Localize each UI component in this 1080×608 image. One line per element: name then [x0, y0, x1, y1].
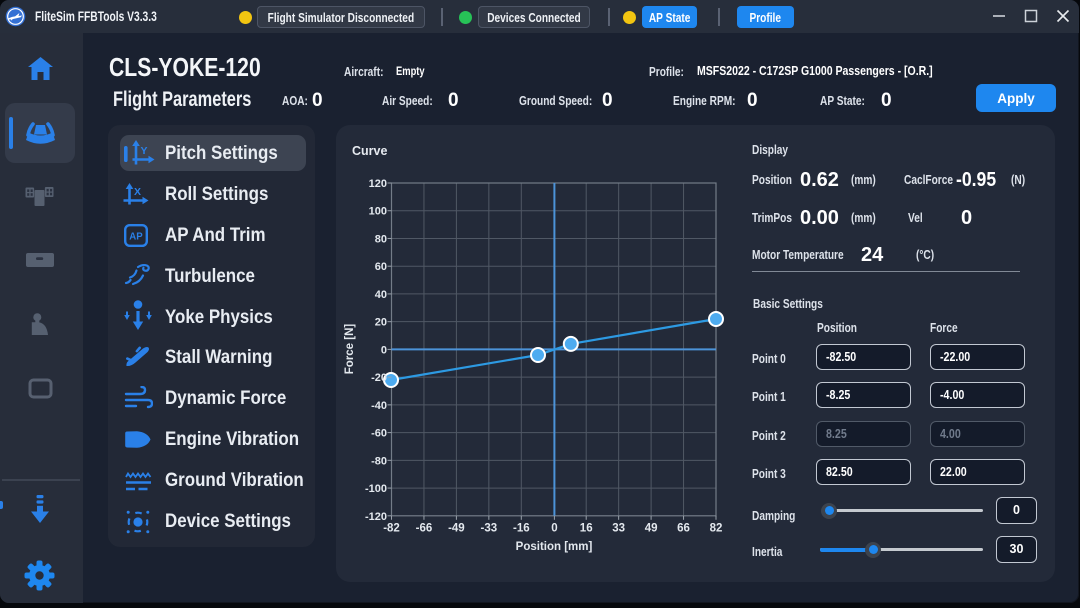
svg-text:Y: Y [141, 145, 148, 157]
svg-text:66: 66 [677, 523, 690, 535]
svg-text:AP: AP [129, 231, 143, 242]
svg-text:80: 80 [375, 234, 387, 246]
svg-text:-49: -49 [448, 523, 465, 535]
svg-text:X: X [134, 186, 141, 198]
svg-text:16: 16 [580, 523, 593, 535]
svg-text:Curve: Curve [352, 144, 387, 158]
svg-text:-120: -120 [365, 511, 387, 523]
svg-text:40: 40 [375, 289, 387, 301]
svg-text:-33: -33 [481, 523, 498, 535]
svg-text:0: 0 [381, 344, 387, 356]
svg-text:49: 49 [645, 523, 658, 535]
svg-text:20: 20 [375, 317, 387, 329]
svg-text:0: 0 [551, 523, 557, 535]
svg-text:-60: -60 [371, 428, 387, 440]
svg-text:Force [N]: Force [N] [344, 324, 356, 375]
svg-text:-66: -66 [416, 523, 433, 535]
svg-text:33: 33 [612, 523, 625, 535]
svg-text:100: 100 [369, 206, 387, 218]
svg-text:60: 60 [375, 261, 387, 273]
svg-text:-80: -80 [371, 455, 387, 467]
svg-text:-82: -82 [383, 523, 400, 535]
svg-text:-40: -40 [371, 400, 387, 412]
svg-text:82: 82 [710, 523, 723, 535]
svg-text:Position [mm]: Position [mm] [516, 541, 593, 553]
svg-text:120: 120 [369, 178, 387, 190]
svg-text:-20: -20 [371, 372, 387, 384]
svg-text:-16: -16 [513, 523, 530, 535]
svg-text:-100: -100 [365, 483, 387, 495]
